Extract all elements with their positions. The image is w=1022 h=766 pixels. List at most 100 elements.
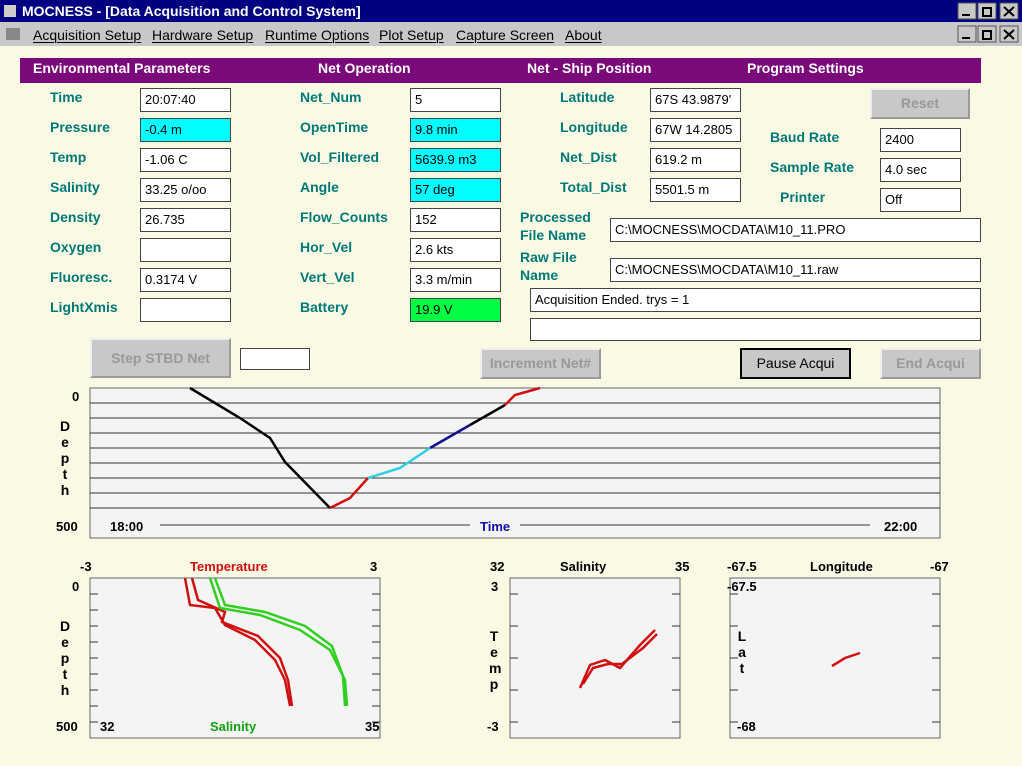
x-axis-label: Temperature bbox=[190, 559, 268, 574]
field-value bbox=[140, 298, 231, 322]
y-axis-label: Depth bbox=[60, 418, 71, 498]
x-tick: 22:00 bbox=[884, 519, 918, 534]
field-label: Latitude bbox=[560, 89, 615, 105]
x-axis-label: Salinity bbox=[560, 559, 607, 574]
x-tick: 18:00 bbox=[110, 519, 144, 534]
field-label: Longitude bbox=[560, 119, 628, 135]
field-label: Fluoresc. bbox=[50, 269, 113, 285]
window-controls bbox=[0, 2, 1022, 46]
x-tick: 32 bbox=[100, 719, 115, 734]
trace bbox=[367, 446, 431, 480]
field-value bbox=[140, 238, 231, 262]
field-label: Battery bbox=[300, 299, 349, 315]
field-label: Salinity bbox=[50, 179, 100, 195]
y-tick: -68 bbox=[737, 719, 756, 734]
field-label: Vol_Filtered bbox=[300, 149, 380, 165]
x-tick: 32 bbox=[490, 559, 505, 574]
x-axis-label: Salinity bbox=[210, 719, 257, 734]
menu-item[interactable]: Runtime Options bbox=[265, 27, 370, 43]
button[interactable]: Pause Acqui bbox=[740, 348, 851, 379]
field-label: Flow_Counts bbox=[300, 209, 388, 225]
field-value: 67W 14.2805 bbox=[650, 118, 741, 142]
menu-item[interactable]: Acquisition Setup bbox=[33, 27, 142, 43]
position-trace bbox=[831, 651, 861, 668]
field-value: 26.735 bbox=[140, 208, 231, 232]
section-title: Net Operation bbox=[318, 60, 411, 76]
status-message: Acquisition Ended. trys = 1 bbox=[530, 288, 981, 312]
field-value: 9.8 min bbox=[410, 118, 501, 142]
y-axis-label: Lat bbox=[737, 628, 747, 676]
section-title: Program Settings bbox=[747, 60, 864, 76]
x-axis-label: Longitude bbox=[810, 559, 873, 574]
setting-value: 4.0 sec bbox=[880, 158, 961, 182]
y-tick: 3 bbox=[491, 579, 499, 594]
setting-label: Sample Rate bbox=[770, 159, 855, 175]
field-value: 0.3174 V bbox=[140, 268, 231, 292]
x-tick: 3 bbox=[370, 559, 378, 574]
y-tick: 500 bbox=[56, 719, 78, 734]
setting-label: Baud Rate bbox=[770, 129, 840, 145]
field-value: 619.2 m bbox=[650, 148, 741, 172]
trace bbox=[469, 403, 506, 427]
y-tick: -3 bbox=[487, 719, 499, 734]
y-tick: 0 bbox=[72, 389, 80, 404]
menu-bar bbox=[0, 22, 1022, 46]
x-tick: -67.5 bbox=[727, 559, 757, 574]
trace bbox=[189, 386, 331, 509]
field-label: OpenTime bbox=[300, 119, 369, 135]
section-title: Environmental Parameters bbox=[33, 60, 211, 76]
field-value: 152 bbox=[410, 208, 501, 232]
field-value: 57 deg bbox=[410, 178, 501, 202]
menu-item[interactable]: About bbox=[565, 27, 602, 43]
field-label: Temp bbox=[50, 149, 87, 165]
trace bbox=[429, 423, 471, 450]
temperature-trace bbox=[190, 577, 294, 707]
field-label: Angle bbox=[300, 179, 339, 195]
field-label: Time bbox=[50, 89, 83, 105]
trace bbox=[504, 386, 541, 406]
field-value: 33.25 o/oo bbox=[140, 178, 231, 202]
field-label: Oxygen bbox=[50, 239, 102, 255]
field-value: 5639.9 m3 bbox=[410, 148, 501, 172]
menu-item[interactable]: Hardware Setup bbox=[152, 27, 254, 43]
file-path: C:\MOCNESS\MOCDATA\M10_11.raw bbox=[610, 258, 981, 282]
field-label: Net_Dist bbox=[560, 149, 617, 165]
y-tick: 500 bbox=[56, 519, 78, 534]
field-value: 3.3 m/min bbox=[410, 268, 501, 292]
reset-button[interactable]: Reset bbox=[870, 88, 970, 119]
file-label: Processed File Name bbox=[520, 209, 591, 243]
setting-value: Off bbox=[880, 188, 961, 212]
menu-item[interactable]: Capture Screen bbox=[456, 27, 555, 43]
field-value: 2.6 kts bbox=[410, 238, 501, 262]
file-label: Raw File Name bbox=[520, 249, 577, 283]
field-value: -0.4 m bbox=[140, 118, 231, 142]
temperature-trace bbox=[183, 577, 292, 707]
y-axis-label: Depth bbox=[60, 618, 71, 698]
position-plot bbox=[729, 577, 941, 739]
button[interactable]: End Acqui bbox=[880, 348, 981, 379]
field-label: Net_Num bbox=[300, 89, 362, 105]
button[interactable]: Increment Net# bbox=[480, 348, 601, 379]
button[interactable]: Step STBD Net bbox=[90, 338, 231, 378]
field-label: Density bbox=[50, 209, 101, 225]
section-title: Net - Ship Position bbox=[527, 60, 652, 76]
trace bbox=[329, 477, 369, 510]
field-value: 5501.5 m bbox=[650, 178, 741, 202]
y-tick: 0 bbox=[72, 579, 80, 594]
section-header bbox=[20, 58, 981, 83]
net-input[interactable] bbox=[240, 348, 310, 370]
setting-label: Printer bbox=[780, 189, 826, 205]
window-title: MOCNESS - [Data Acquisition and Control … bbox=[22, 3, 361, 19]
x-tick: 35 bbox=[365, 719, 380, 734]
title-bar bbox=[0, 0, 1022, 22]
field-value: 20:07:40 bbox=[140, 88, 231, 112]
menu-item[interactable]: Plot Setup bbox=[379, 27, 444, 43]
x-tick: -3 bbox=[80, 559, 92, 574]
field-value: 67S 43.9879' bbox=[650, 88, 741, 112]
ts-trace bbox=[581, 633, 658, 685]
doc-icon bbox=[6, 28, 20, 40]
field-label: Pressure bbox=[50, 119, 110, 135]
field-label: Total_Dist bbox=[560, 179, 627, 195]
